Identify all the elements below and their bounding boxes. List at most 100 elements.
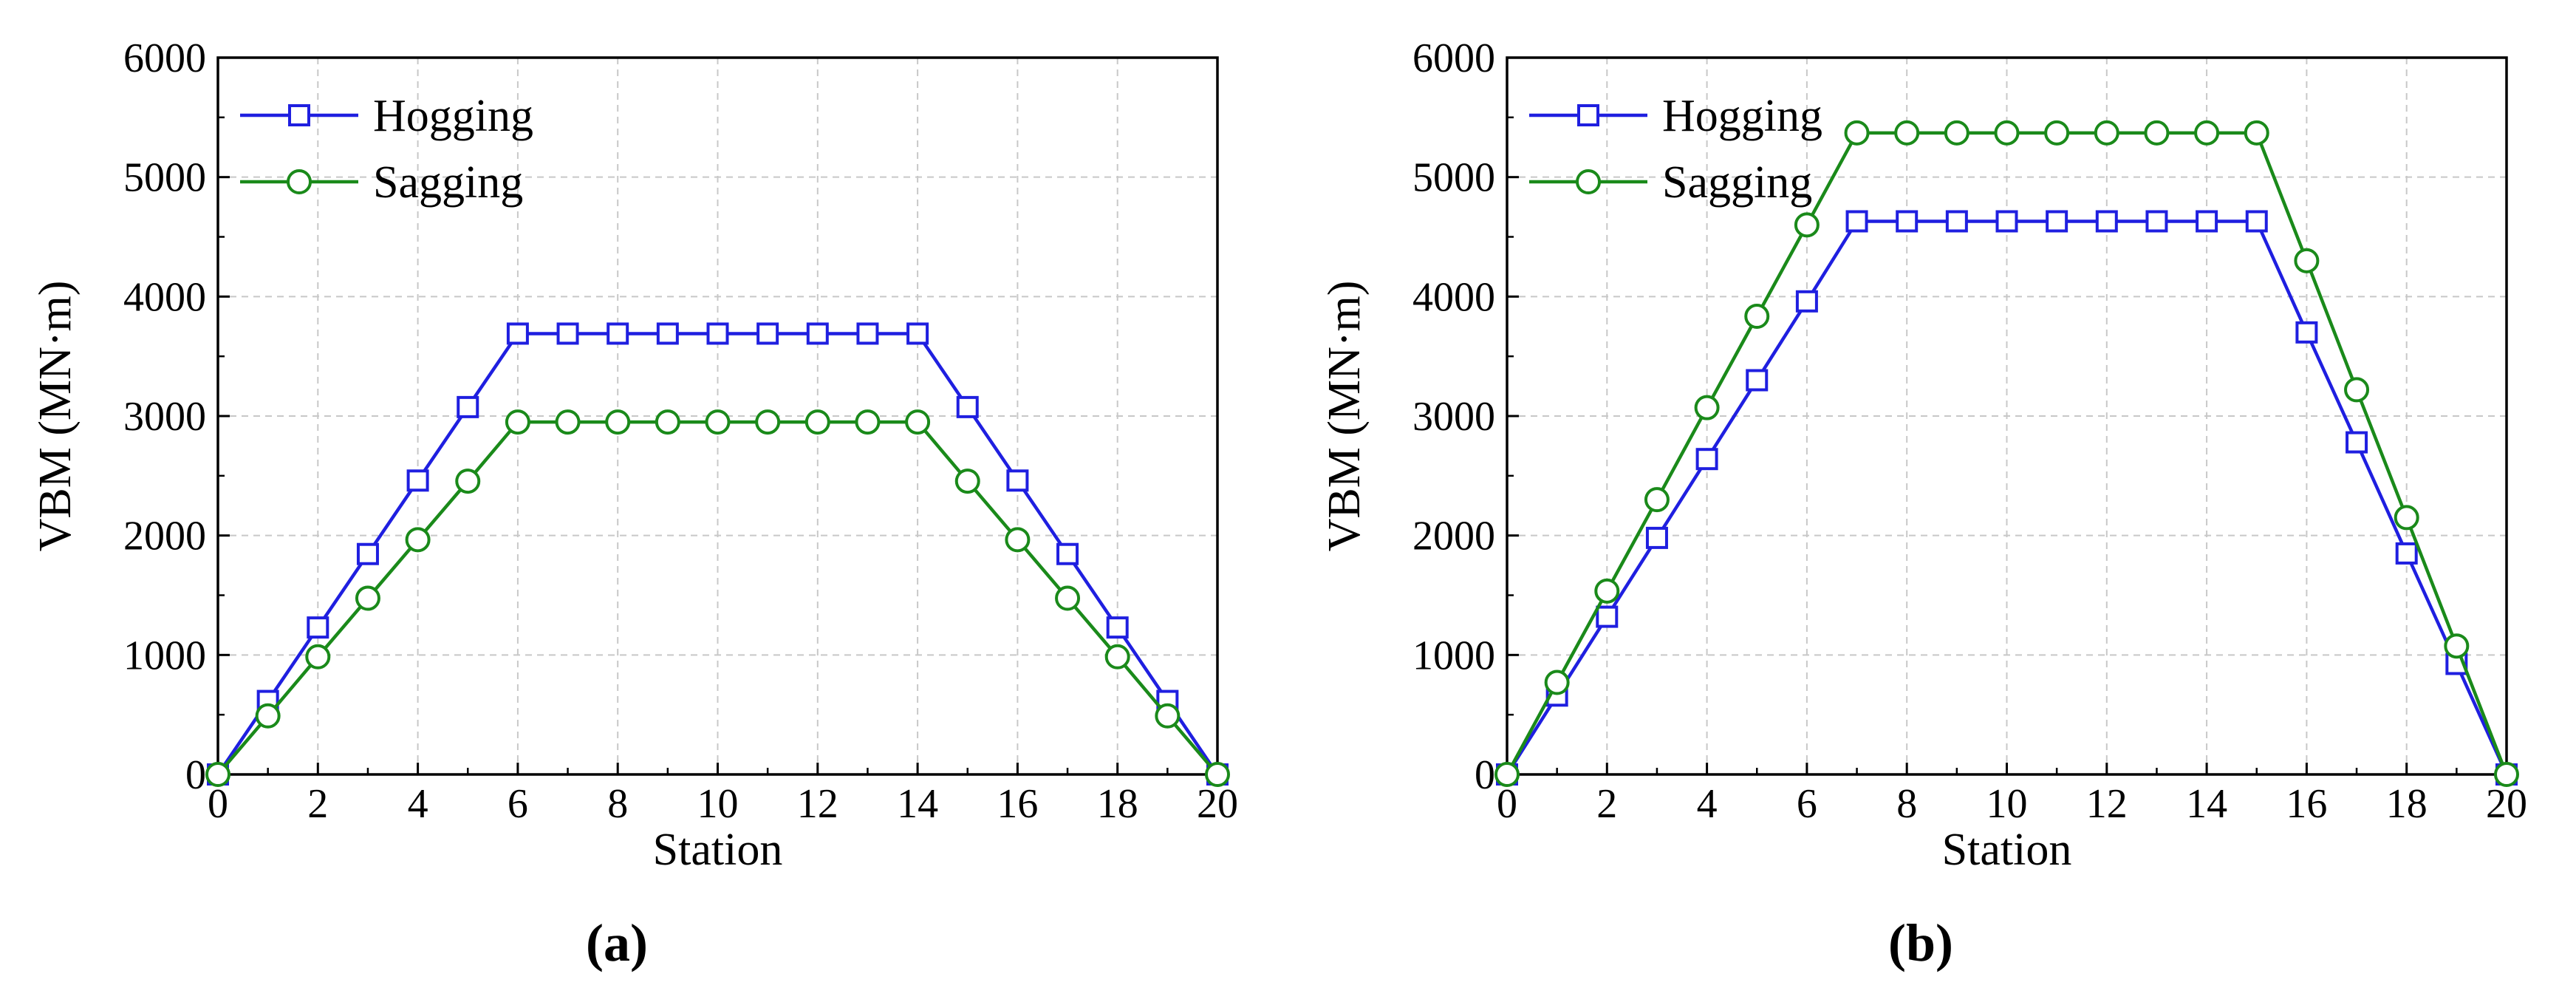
x-axis-title: Station	[1942, 825, 2072, 875]
data-point	[255, 703, 281, 729]
x-tick-label: 6	[1797, 781, 1817, 827]
data-point	[455, 469, 481, 494]
x-tick-label: 16	[2286, 781, 2327, 827]
data-point	[1945, 210, 1968, 233]
data-point	[1644, 487, 1670, 513]
data-point	[405, 527, 431, 553]
data-point	[1596, 605, 1619, 628]
data-point	[605, 409, 631, 435]
data-point	[1055, 585, 1081, 611]
x-tick-label: 8	[607, 781, 628, 827]
data-point	[804, 409, 830, 435]
y-tick-label: 6000	[123, 35, 206, 81]
legend-marker	[1576, 169, 1601, 194]
panel-caption: (b)	[1888, 913, 1953, 972]
legend-label: Hogging	[1662, 91, 1822, 141]
data-point	[1944, 120, 1969, 146]
data-point	[1744, 304, 1770, 330]
x-tick-label: 2	[1596, 781, 1617, 827]
data-point	[1845, 210, 1868, 233]
data-point	[506, 322, 529, 345]
data-point	[706, 322, 729, 345]
data-point	[1155, 703, 1181, 729]
x-tick-label: 12	[797, 781, 838, 827]
data-point	[1006, 469, 1029, 492]
data-point	[2145, 210, 2168, 233]
data-point	[1056, 542, 1079, 565]
data-point	[1995, 210, 2018, 233]
data-point	[2245, 210, 2268, 233]
x-tick-label: 10	[1986, 781, 2028, 827]
series-sagging	[205, 409, 1230, 787]
data-point	[205, 762, 230, 787]
data-point	[956, 395, 979, 418]
data-point	[607, 322, 629, 345]
data-point	[457, 395, 479, 418]
data-point	[2046, 210, 2068, 233]
y-tick-label: 3000	[123, 394, 206, 440]
data-point	[906, 322, 929, 345]
x-tick-label: 4	[408, 781, 428, 827]
data-point	[655, 409, 680, 435]
data-point	[1794, 212, 1820, 238]
data-point	[705, 409, 731, 435]
data-point	[1494, 762, 1520, 787]
x-tick-label: 20	[2486, 781, 2527, 827]
legend: Hogging Sagging	[240, 91, 533, 208]
y-tick-label: 2000	[1412, 514, 1495, 559]
x-axis-title: Station	[653, 825, 783, 875]
data-point	[355, 585, 380, 611]
data-point	[1594, 578, 1620, 604]
chart-panel-b: 0 2 4 6 8 10 12 14 16 18 20 0 1000 2000 3000 4000 5000 60…	[1319, 35, 2527, 972]
data-point	[1795, 290, 1818, 313]
data-point	[1205, 762, 1230, 787]
data-point	[755, 409, 781, 435]
y-tick-label: 1000	[1412, 633, 1495, 678]
data-point	[1844, 120, 1870, 146]
x-tick-label: 4	[1697, 781, 1718, 827]
data-point	[305, 644, 331, 670]
data-point	[954, 469, 980, 494]
data-point	[2144, 120, 2170, 146]
data-point	[1894, 120, 1920, 146]
x-tick-label: 6	[508, 781, 528, 827]
data-point	[555, 409, 581, 435]
data-point	[1994, 120, 2020, 146]
x-tick-label: 8	[1896, 781, 1917, 827]
y-tick-label: 5000	[123, 155, 206, 201]
data-point	[1104, 644, 1130, 670]
data-point	[1896, 210, 1919, 233]
data-point	[855, 409, 881, 435]
legend-marker	[288, 104, 310, 126]
y-tick-label: 6000	[1412, 35, 1495, 81]
chart-panel-a: 0 2 4 6 8 10 12 14 16 18 20 0 1000 2000 3000 4000 5000 60…	[30, 35, 1238, 972]
x-tick-label: 0	[1497, 781, 1517, 827]
data-point	[1746, 369, 1769, 392]
data-point	[505, 409, 530, 435]
x-tick-label: 2	[307, 781, 328, 827]
x-tick-label: 0	[208, 781, 228, 827]
y-tick-label: 4000	[1412, 274, 1495, 320]
data-point	[2494, 762, 2519, 787]
data-point	[2295, 321, 2318, 344]
y-tick-label: 3000	[1412, 394, 1495, 440]
data-point	[2196, 210, 2218, 233]
x-tick-label: 18	[2386, 781, 2428, 827]
data-point	[2346, 431, 2368, 454]
x-tick-label: 12	[2086, 781, 2128, 827]
x-tick-label: 10	[697, 781, 739, 827]
y-tick-label: 1000	[123, 633, 206, 678]
y-tick-label: 4000	[123, 274, 206, 320]
legend: Hogging Sagging	[1529, 91, 1822, 208]
data-point	[656, 322, 679, 345]
data-point	[905, 409, 931, 435]
data-point	[2044, 120, 2070, 146]
y-tick-label: 0	[1475, 752, 1495, 798]
data-point	[2395, 542, 2418, 565]
data-point	[2094, 120, 2119, 146]
y-axis-title: VBM (MN·m)	[1319, 281, 1370, 552]
data-point	[356, 542, 379, 565]
data-point	[856, 322, 879, 345]
data-point	[2194, 120, 2220, 146]
